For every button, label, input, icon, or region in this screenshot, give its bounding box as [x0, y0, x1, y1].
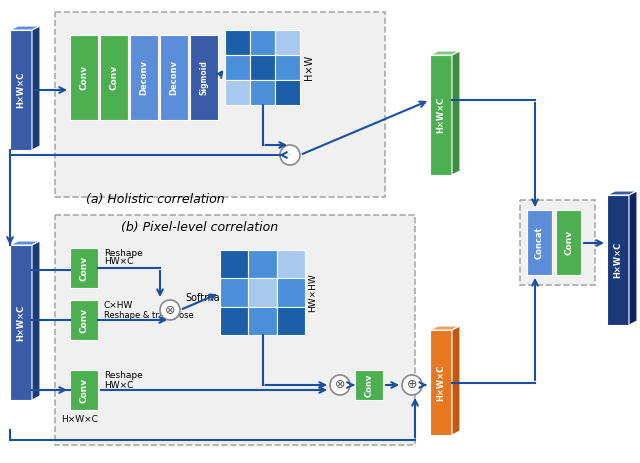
- Bar: [220, 307, 248, 335]
- Bar: [276, 250, 305, 278]
- Text: Reshape: Reshape: [104, 370, 143, 380]
- Text: H×W×C: H×W×C: [614, 242, 623, 278]
- Text: Reshape & transpose: Reshape & transpose: [104, 312, 194, 320]
- Bar: [250, 80, 275, 105]
- Text: H×W: H×W: [304, 55, 314, 80]
- FancyBboxPatch shape: [70, 248, 98, 288]
- Circle shape: [280, 145, 300, 165]
- Text: C×HW: C×HW: [104, 300, 133, 309]
- Text: Deconv: Deconv: [140, 60, 148, 95]
- Text: Concat: Concat: [535, 226, 544, 259]
- Text: Sigmoid: Sigmoid: [200, 60, 209, 95]
- Bar: [225, 80, 250, 105]
- Bar: [250, 55, 275, 80]
- Text: Conv: Conv: [109, 65, 118, 90]
- FancyBboxPatch shape: [355, 370, 383, 400]
- Polygon shape: [10, 26, 40, 30]
- FancyBboxPatch shape: [70, 35, 98, 120]
- FancyBboxPatch shape: [160, 35, 188, 120]
- FancyBboxPatch shape: [520, 200, 595, 285]
- Text: Conv: Conv: [365, 373, 374, 397]
- Text: H×W×C: H×W×C: [436, 364, 445, 400]
- Bar: [220, 250, 248, 278]
- Polygon shape: [32, 26, 40, 150]
- Polygon shape: [430, 330, 452, 435]
- Circle shape: [160, 300, 180, 320]
- Text: Deconv: Deconv: [170, 60, 179, 95]
- Text: HW×HW: HW×HW: [308, 273, 317, 312]
- Text: H×W×C: H×W×C: [17, 304, 26, 341]
- Bar: [275, 80, 300, 105]
- Polygon shape: [430, 51, 460, 55]
- Bar: [220, 278, 248, 307]
- Text: ·: ·: [288, 150, 292, 160]
- Text: (a) Holistic correlation: (a) Holistic correlation: [86, 194, 224, 206]
- Bar: [275, 55, 300, 80]
- Polygon shape: [10, 245, 32, 400]
- Polygon shape: [629, 191, 637, 325]
- FancyBboxPatch shape: [190, 35, 218, 120]
- Polygon shape: [10, 241, 40, 245]
- FancyBboxPatch shape: [130, 35, 158, 120]
- FancyBboxPatch shape: [556, 210, 581, 275]
- Bar: [275, 30, 300, 55]
- Bar: [250, 30, 275, 55]
- Bar: [225, 30, 250, 55]
- Polygon shape: [452, 326, 460, 435]
- Polygon shape: [430, 55, 452, 175]
- Polygon shape: [452, 51, 460, 175]
- FancyBboxPatch shape: [100, 35, 128, 120]
- Text: Conv: Conv: [79, 377, 88, 402]
- Text: Reshape: Reshape: [104, 249, 143, 257]
- FancyBboxPatch shape: [55, 12, 385, 197]
- Bar: [248, 307, 276, 335]
- Text: HW×C: HW×C: [104, 381, 133, 389]
- FancyBboxPatch shape: [55, 215, 415, 445]
- FancyBboxPatch shape: [70, 300, 98, 340]
- Text: (b) Pixel-level correlation: (b) Pixel-level correlation: [122, 221, 278, 234]
- Text: H×W×C: H×W×C: [61, 415, 99, 425]
- Text: Conv: Conv: [79, 65, 88, 90]
- Text: ⊗: ⊗: [164, 304, 175, 317]
- Bar: [248, 250, 276, 278]
- Polygon shape: [430, 326, 460, 330]
- Circle shape: [330, 375, 350, 395]
- Bar: [276, 307, 305, 335]
- Text: ⊗: ⊗: [335, 378, 345, 392]
- Text: Conv: Conv: [79, 307, 88, 332]
- Polygon shape: [607, 191, 637, 195]
- Text: Conv: Conv: [564, 230, 573, 255]
- Circle shape: [402, 375, 422, 395]
- Text: Conv: Conv: [79, 256, 88, 281]
- Text: HW×C: HW×C: [104, 257, 133, 267]
- Polygon shape: [32, 241, 40, 400]
- Bar: [276, 278, 305, 307]
- Polygon shape: [10, 30, 32, 150]
- Bar: [248, 278, 276, 307]
- Text: ⊕: ⊕: [407, 378, 417, 392]
- FancyBboxPatch shape: [70, 370, 98, 410]
- Text: H×W×C: H×W×C: [17, 72, 26, 108]
- Bar: [225, 55, 250, 80]
- Text: H×W×C: H×W×C: [436, 97, 445, 133]
- Polygon shape: [607, 195, 629, 325]
- FancyBboxPatch shape: [527, 210, 552, 275]
- Text: Softmax: Softmax: [185, 293, 225, 303]
